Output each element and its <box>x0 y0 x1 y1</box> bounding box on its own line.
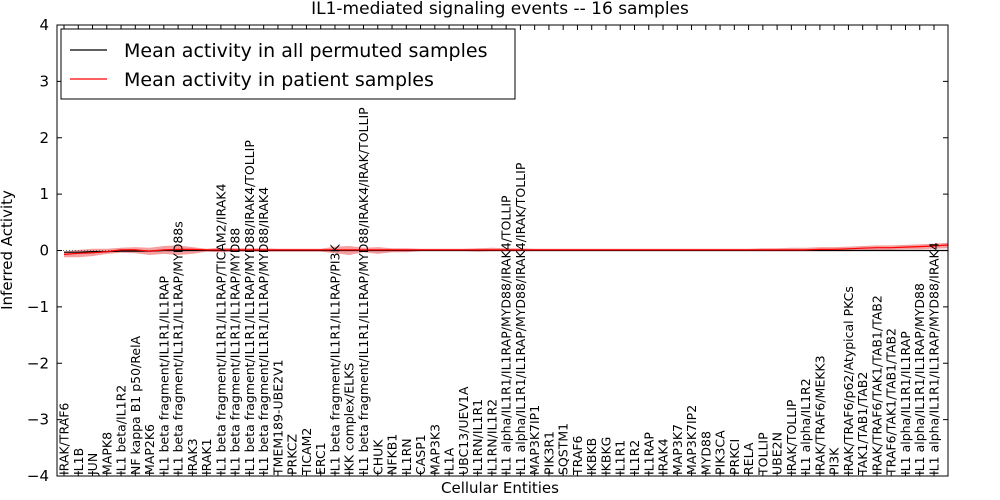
x-tick-label: IL1R2 <box>627 440 642 475</box>
x-tick-label: IL1RN/IL1R2 <box>484 399 499 475</box>
x-tick-label: RELA <box>741 442 756 475</box>
x-tick-label: IL1 beta fragment/IL1R1/IL1RAP/MYD88/IRA… <box>256 187 271 475</box>
x-tick-label: IRAK/TRAF6/p62/Atypical PKCs <box>841 286 856 475</box>
y-tick-label: −1 <box>27 298 49 316</box>
y-tick-label: −3 <box>27 411 49 429</box>
x-tick-label: MAPK8 <box>99 432 114 475</box>
x-tick-label: IL1RN/IL1R1 <box>470 399 485 475</box>
x-tick-label: CASP1 <box>413 434 428 475</box>
x-tick-label: MAP3K7IP1 <box>527 405 542 475</box>
y-axis-title: Inferred Activity <box>0 190 16 310</box>
series-line-patient <box>63 244 949 255</box>
x-tick-label: IL1 alpha/IL1R1/IL1RAP/MYD88/IRAK4/TOLLI… <box>499 195 514 475</box>
y-tick-label: 2 <box>39 129 49 147</box>
x-tick-label: IKK complex/ELKS <box>342 363 357 475</box>
y-tick-label: 1 <box>39 185 49 203</box>
x-tick-label: PRKCI <box>727 439 742 475</box>
x-tick-label: MAP3K7IP2 <box>684 405 699 475</box>
x-tick-label: IL1RN <box>399 438 414 475</box>
x-tick-label: TMEM189-UBE2V1 <box>270 359 285 476</box>
x-tick-label: TICAM2 <box>299 428 314 476</box>
x-tick-label: CHUK <box>370 439 385 475</box>
x-tick-label: JUN <box>85 453 100 476</box>
x-tick-label: PI3K <box>827 447 842 475</box>
x-tick-label: IL1 beta fragment/IL1R1/IL1RAP/PI3K <box>327 244 342 475</box>
legend-label-permuted: Mean activity in all permuted samples <box>124 40 487 62</box>
y-tick-label: 4 <box>39 16 49 34</box>
line-layer <box>63 244 949 255</box>
x-tick-label: IL1 beta fragment/IL1R1/IL1RAP/MYD88s <box>171 221 186 475</box>
x-tick-label: IL1 beta fragment/IL1R1/IL1RAP/TICAM2/IR… <box>213 184 228 475</box>
x-axis-title: Cellular Entities <box>441 479 559 497</box>
x-tick-label: MYD88 <box>698 431 713 475</box>
x-tick-label: SQSTM1 <box>556 423 571 475</box>
x-tick-label: TRAF6/TAK1/TAB1/TAB2 <box>884 328 899 476</box>
x-tick-label: IRAK4 <box>656 438 671 475</box>
x-tick-label: IL1 alpha/IL1R2 <box>798 378 813 475</box>
x-tick-label: MAP2K6 <box>142 424 157 475</box>
x-tick-label: IL1B <box>71 448 86 475</box>
x-axis: IRAK/TRAF6 IL1B JUN MAPK8 IL1 beta/IL1R2 NF k… <box>57 25 942 476</box>
x-tick-label: MAP3K7 <box>670 424 685 475</box>
x-tick-label: UBC13/UEV1A <box>456 386 471 475</box>
x-tick-label: IRAK/TRAF6/MEKK3 <box>812 355 827 475</box>
y-tick-label: −4 <box>27 467 49 485</box>
x-tick-label: IL1 beta fragment/IL1R1/IL1RAP/MYD88/IRA… <box>242 140 257 475</box>
y-tick-label: −2 <box>27 354 49 372</box>
legend-box <box>60 28 516 100</box>
x-tick-label: IL1 beta/IL1R2 <box>114 385 129 475</box>
x-tick-label: IL1 alpha/IL1R1/IL1RAP/MYD88/IRAK4/IRAK/… <box>513 162 528 475</box>
x-tick-label: IKBKG <box>598 437 613 475</box>
x-tick-label: UBE2N <box>770 432 785 475</box>
x-tick-label: IRAK/TRAF6/TAK1/TAB1/TAB2 <box>869 295 884 475</box>
x-tick-label: TAK1/TAB1/TAB2 <box>855 372 870 476</box>
x-tick-label: MAP3K3 <box>427 424 442 475</box>
legend-label-patient: Mean activity in patient samples <box>124 69 434 91</box>
x-tick-label: PIK3CA <box>713 430 728 475</box>
y-tick-label: 0 <box>39 242 49 260</box>
x-tick-label: IL1 alpha/IL1R1/IL1RAP/MYD88 <box>912 283 927 475</box>
x-tick-label: IRAK/TOLLIP <box>784 399 799 475</box>
y-axis: −4 −3 −2 −1 0 1 2 3 4 <box>27 16 948 485</box>
y-tick-label: 3 <box>39 72 49 90</box>
x-tick-label: IL1A <box>442 447 457 475</box>
x-tick-label: IRAK1 <box>199 438 214 475</box>
x-tick-label: TOLLIP <box>755 432 770 476</box>
x-tick-label: ERC1 <box>313 442 328 475</box>
x-tick-label: IRAK3 <box>185 438 200 475</box>
x-tick-label: PRKCZ <box>285 434 300 475</box>
x-tick-label: IL1 beta fragment/IL1R1/IL1RAP/MYD88/IRA… <box>356 107 371 475</box>
chart-title: IL1-mediated signaling events -- 16 samp… <box>311 0 689 19</box>
x-tick-label: IL1 beta fragment/IL1R1/IL1RAP/MYD88 <box>228 228 243 475</box>
x-tick-label: IL1R1 <box>613 440 628 475</box>
x-tick-label: IL1 beta fragment/IL1R1/IL1RAP <box>156 275 171 475</box>
x-tick-label: NF kappa B1 p50/RelA <box>128 335 143 475</box>
x-tick-label: PIK3R1 <box>541 431 556 475</box>
x-tick-label: IL1 alpha/IL1R1/IL1RAP/MYD88/IRAK4 <box>927 242 942 475</box>
x-tick-label: NFKB1 <box>385 434 400 475</box>
x-tick-label: TRAF6 <box>570 435 585 476</box>
x-tick-label: IKBKB <box>584 438 599 475</box>
x-tick-label: IL1RAP <box>641 432 656 475</box>
x-tick-label: IRAK/TRAF6 <box>57 403 72 475</box>
x-tick-label: IL1 alpha/IL1R1/IL1RAP <box>898 331 913 475</box>
legend: Mean activity in all permuted samples Me… <box>60 28 516 100</box>
